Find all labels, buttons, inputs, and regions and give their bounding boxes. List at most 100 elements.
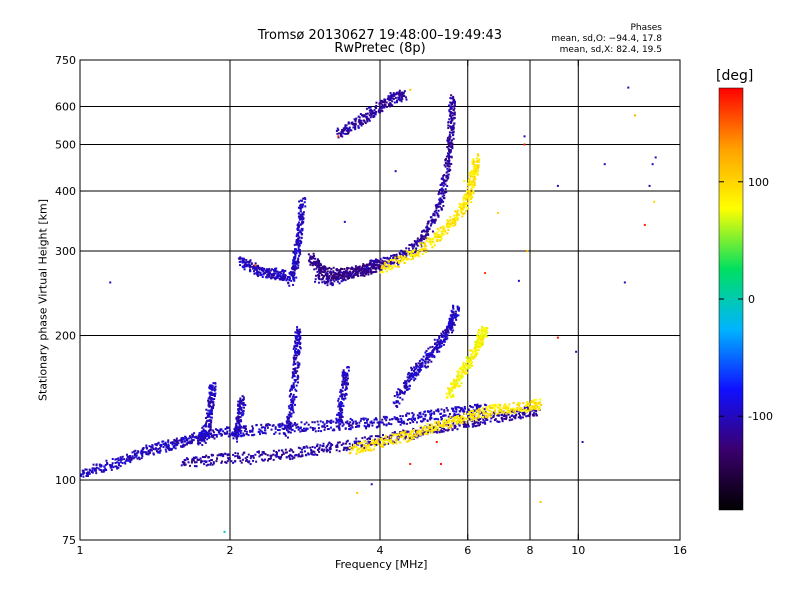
data-point: [407, 440, 410, 443]
data-point: [448, 150, 451, 153]
data-point: [450, 125, 453, 128]
data-point: [452, 224, 455, 227]
data-point: [367, 273, 370, 276]
data-point: [359, 442, 362, 445]
data-point: [441, 187, 444, 190]
data-point: [445, 328, 448, 331]
data-point: [288, 284, 291, 287]
data-point: [421, 430, 424, 433]
data-point: [470, 411, 473, 414]
data-point: [445, 332, 448, 335]
data-point: [462, 198, 465, 201]
data-point: [387, 422, 390, 425]
data-point: [367, 440, 370, 443]
data-point: [293, 356, 296, 359]
data-point: [438, 335, 441, 338]
data-point: [438, 198, 441, 201]
data-point: [316, 454, 319, 457]
data-point: [376, 421, 379, 424]
data-point: [338, 404, 341, 407]
data-point: [420, 430, 423, 433]
data-point: [538, 405, 541, 408]
data-point: [292, 384, 295, 387]
data-point: [299, 239, 302, 242]
data-point: [406, 432, 409, 435]
data-point: [129, 455, 132, 458]
data-point: [443, 340, 446, 343]
data-point: [347, 271, 350, 274]
data-point: [297, 226, 300, 229]
data-point: [182, 445, 185, 448]
data-point: [378, 438, 381, 441]
data-point: [372, 262, 375, 265]
data-point: [447, 424, 450, 427]
data-point: [180, 439, 183, 442]
data-point: [352, 126, 355, 129]
data-point: [452, 137, 455, 140]
data-point: [246, 456, 249, 459]
data-point: [393, 395, 396, 398]
data-point: [205, 421, 208, 424]
data-point: [296, 243, 299, 246]
data-point: [459, 368, 462, 371]
data-point: [501, 418, 504, 421]
data-point: [365, 421, 368, 424]
data-point: [452, 109, 455, 112]
data-point: [292, 251, 295, 254]
data-point: [191, 459, 194, 462]
data-point: [452, 97, 455, 100]
data-point: [391, 267, 394, 270]
data-point: [203, 435, 206, 438]
data-point: [484, 333, 487, 336]
data-point: [298, 216, 301, 219]
data-point: [505, 412, 508, 415]
data-point: [478, 158, 481, 161]
data-point: [351, 275, 354, 278]
data-point: [474, 349, 477, 352]
data-point: [350, 268, 353, 271]
data-point: [375, 418, 378, 421]
data-point: [297, 425, 300, 428]
data-point: [318, 450, 321, 453]
data-point: [204, 456, 207, 459]
data-point: [209, 384, 212, 387]
data-point: [430, 431, 433, 434]
data-point: [212, 434, 215, 437]
data-point: [149, 451, 152, 454]
data-point: [296, 345, 299, 348]
data-point: [299, 337, 302, 340]
data-point: [292, 347, 295, 350]
data-point: [476, 160, 479, 163]
data-point: [440, 237, 443, 240]
x-axis-label: Frequency [MHz]: [335, 558, 428, 571]
data-point: [266, 459, 269, 462]
data-point: [291, 403, 294, 406]
data-point: [289, 270, 292, 273]
data-point: [391, 97, 394, 100]
data-point: [368, 441, 371, 444]
data-point: [234, 433, 237, 436]
data-point: [448, 413, 451, 416]
data-point: [476, 153, 479, 156]
data-point: [234, 427, 237, 430]
data-point: [452, 310, 455, 313]
data-point: [120, 461, 123, 464]
data-point: [305, 421, 308, 424]
data-point: [442, 420, 445, 423]
data-point: [231, 434, 234, 437]
data-point: [439, 339, 442, 342]
data-point: [391, 417, 394, 420]
data-point: [453, 323, 456, 326]
data-point: [406, 422, 409, 425]
data-point: [462, 422, 465, 425]
data-point: [477, 406, 480, 409]
data-point: [410, 418, 413, 421]
data-point: [540, 403, 543, 406]
data-point: [463, 205, 466, 208]
data-point: [317, 423, 320, 426]
data-point: [292, 260, 295, 263]
data-point: [303, 429, 306, 432]
data-point: [397, 261, 400, 264]
data-point: [278, 429, 281, 432]
data-point: [522, 402, 525, 405]
